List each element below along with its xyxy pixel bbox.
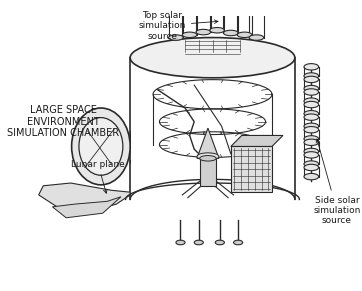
- Ellipse shape: [182, 6, 197, 12]
- Text: Lunar plane: Lunar plane: [71, 160, 125, 193]
- Ellipse shape: [304, 85, 319, 92]
- Ellipse shape: [304, 64, 319, 70]
- Polygon shape: [39, 183, 130, 210]
- Polygon shape: [52, 197, 121, 218]
- Ellipse shape: [72, 108, 130, 185]
- Ellipse shape: [304, 114, 319, 120]
- Ellipse shape: [210, 27, 224, 33]
- Ellipse shape: [223, 5, 238, 10]
- Ellipse shape: [304, 164, 319, 171]
- Ellipse shape: [130, 38, 295, 78]
- Ellipse shape: [304, 173, 319, 180]
- Ellipse shape: [304, 73, 319, 79]
- Text: Side solar
simulation
source: Side solar simulation source: [313, 139, 361, 225]
- Ellipse shape: [237, 6, 252, 12]
- Ellipse shape: [249, 35, 264, 40]
- Ellipse shape: [215, 240, 224, 245]
- Polygon shape: [197, 128, 219, 158]
- Ellipse shape: [304, 76, 319, 83]
- Ellipse shape: [196, 4, 211, 9]
- Ellipse shape: [223, 30, 238, 36]
- Ellipse shape: [197, 153, 219, 160]
- Ellipse shape: [194, 240, 203, 245]
- Ellipse shape: [200, 156, 216, 161]
- Text: Top solar
simulation
source: Top solar simulation source: [139, 11, 218, 40]
- Ellipse shape: [79, 118, 123, 175]
- Ellipse shape: [304, 136, 319, 142]
- Ellipse shape: [304, 89, 319, 95]
- Ellipse shape: [233, 240, 243, 245]
- Ellipse shape: [304, 111, 319, 117]
- Ellipse shape: [169, 35, 183, 40]
- Ellipse shape: [304, 152, 319, 158]
- Ellipse shape: [304, 161, 319, 167]
- Ellipse shape: [196, 29, 211, 35]
- Ellipse shape: [304, 98, 319, 104]
- Ellipse shape: [210, 2, 224, 7]
- Ellipse shape: [182, 32, 197, 38]
- Ellipse shape: [249, 9, 264, 15]
- Ellipse shape: [304, 148, 319, 155]
- Text: LARGE SPACE
ENVIRONMENT
SIMULATION CHAMBER: LARGE SPACE ENVIRONMENT SIMULATION CHAMB…: [7, 105, 119, 138]
- Ellipse shape: [304, 123, 319, 129]
- Ellipse shape: [304, 127, 319, 133]
- Ellipse shape: [169, 9, 183, 15]
- Ellipse shape: [237, 32, 252, 38]
- Ellipse shape: [304, 101, 319, 108]
- FancyBboxPatch shape: [231, 146, 272, 192]
- Ellipse shape: [304, 139, 319, 146]
- FancyBboxPatch shape: [200, 158, 216, 186]
- Ellipse shape: [176, 240, 185, 245]
- Polygon shape: [231, 135, 283, 146]
